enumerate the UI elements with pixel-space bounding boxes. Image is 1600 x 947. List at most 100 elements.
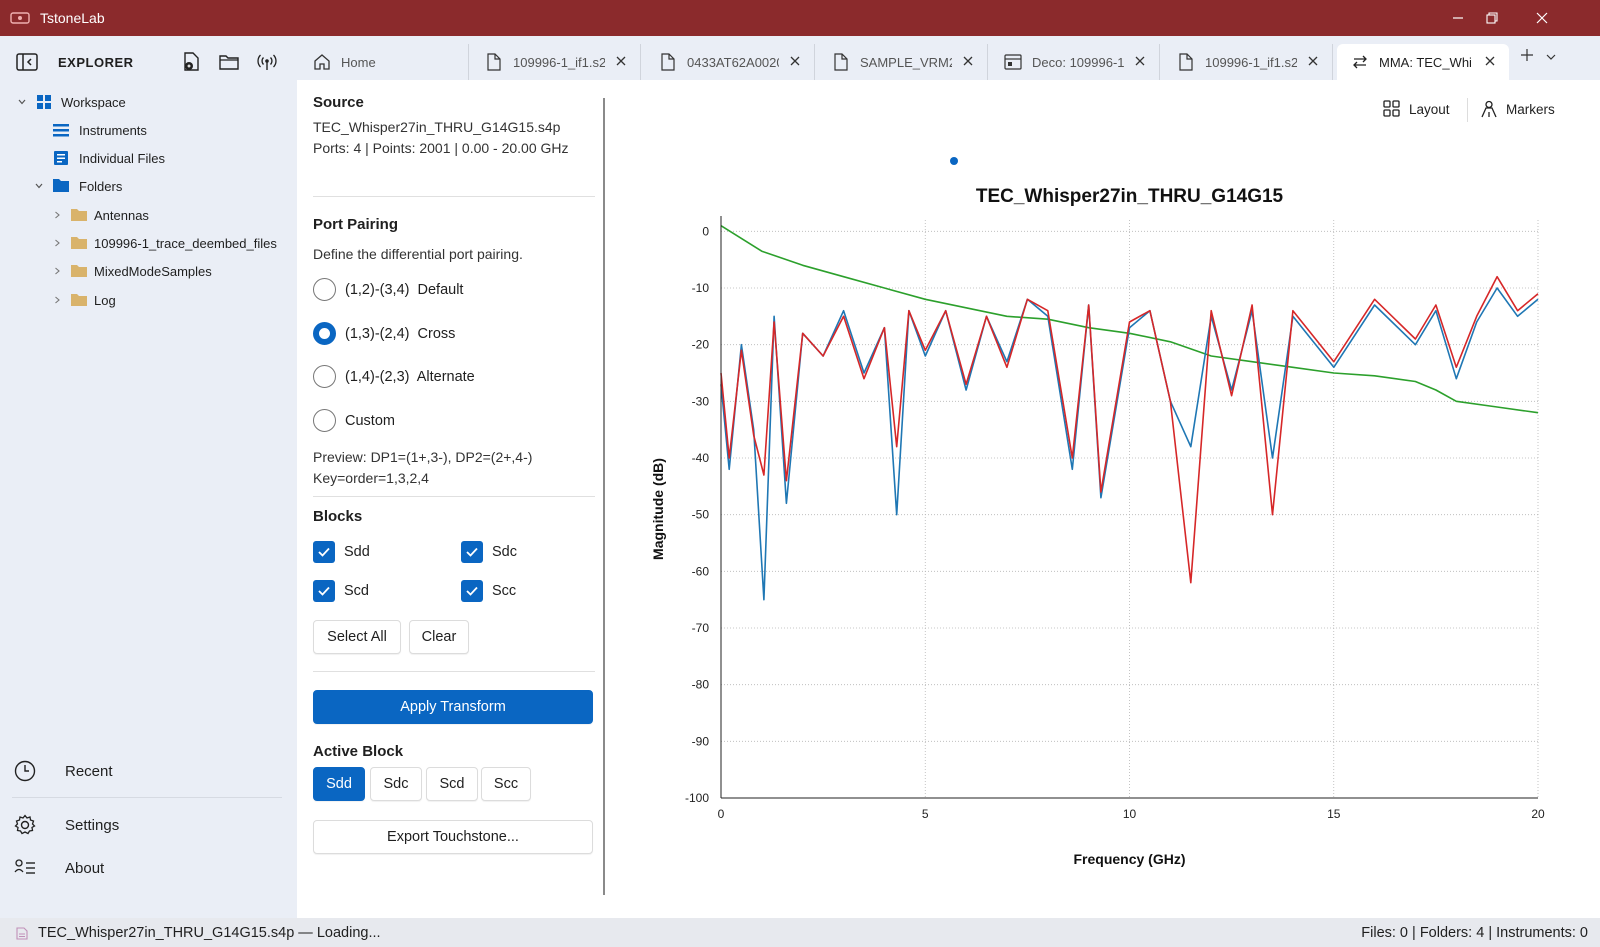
main-content: Source TEC_Whisper27in_THRU_G14G15.s4p P… xyxy=(297,80,1600,918)
y-tick-label: -60 xyxy=(692,564,710,578)
tab-mma[interactable]: MMA: TEC_Whi xyxy=(1337,44,1509,80)
status-counts: Files: 0 | Folders: 4 | Instruments: 0 xyxy=(1361,924,1588,941)
close-tab-icon[interactable] xyxy=(959,52,977,70)
close-tab-icon[interactable] xyxy=(612,52,630,70)
new-tab-plus-icon[interactable] xyxy=(1520,48,1536,64)
list-icon xyxy=(53,122,69,138)
radio-circle[interactable] xyxy=(313,365,336,388)
preview-line-1: Preview: DP1=(1+,3-), DP2=(2+,4-) xyxy=(313,449,533,465)
y-tick-label: -100 xyxy=(685,791,709,805)
folder-icon xyxy=(71,208,87,224)
instrument-signal-icon[interactable] xyxy=(254,49,280,75)
tree-item-individual-files[interactable]: Individual Files xyxy=(0,145,297,171)
tree-item-mixedmodesamples[interactable]: MixedModeSamples xyxy=(0,258,297,284)
radio-custom[interactable]: Custom xyxy=(313,409,395,432)
active-block-sdd[interactable]: Sdd xyxy=(313,767,365,801)
checkbox-label: Sdd xyxy=(344,544,370,560)
divider xyxy=(313,671,595,672)
clear-button[interactable]: Clear xyxy=(409,620,469,654)
tree-item-folders[interactable]: Folders xyxy=(0,173,297,199)
checkbox-label: Scd xyxy=(344,583,369,599)
checkmark-icon[interactable] xyxy=(461,541,483,563)
radio-cross[interactable]: (1,3)-(2,4) Cross xyxy=(313,322,455,345)
radio-default[interactable]: (1,2)-(3,4) Default xyxy=(313,278,463,301)
tab-file-1[interactable]: 109996-1_if1.s2p xyxy=(471,44,641,80)
chevron-down-icon[interactable] xyxy=(17,97,27,107)
minimize-icon[interactable] xyxy=(1434,0,1482,36)
layout-label: Layout xyxy=(1409,101,1450,117)
close-tab-icon[interactable] xyxy=(1481,52,1499,70)
open-file-icon[interactable] xyxy=(178,49,204,75)
layout-button[interactable]: Layout xyxy=(1383,94,1450,124)
chevron-right-icon[interactable] xyxy=(52,238,62,248)
close-tab-icon[interactable] xyxy=(1304,52,1322,70)
checkbox-sdc[interactable]: Sdc xyxy=(461,541,517,563)
tab-file-2[interactable]: 0433AT62A0020 xyxy=(645,44,815,80)
markers-button[interactable]: Markers xyxy=(1480,94,1555,124)
restore-icon[interactable] xyxy=(1468,0,1516,36)
status-loading-text: TEC_Whisper27in_THRU_G14G15.s4p — Loadin… xyxy=(38,924,381,941)
radio-circle[interactable] xyxy=(313,278,336,301)
nav-recent[interactable]: Recent xyxy=(0,751,297,791)
markers-label: Markers xyxy=(1506,101,1555,117)
checkbox-sdd[interactable]: Sdd xyxy=(313,541,370,563)
chevron-right-icon[interactable] xyxy=(52,266,62,276)
apply-transform-button[interactable]: Apply Transform xyxy=(313,690,593,724)
close-tab-icon[interactable] xyxy=(1131,52,1149,70)
radio-circle[interactable] xyxy=(313,409,336,432)
active-block-heading: Active Block xyxy=(313,743,404,760)
nav-label: Recent xyxy=(65,762,113,780)
tab-list-chevron-icon[interactable] xyxy=(1545,50,1559,64)
port-pairing-heading: Port Pairing xyxy=(313,216,399,233)
tree-item-workspace[interactable]: Workspace xyxy=(0,89,297,115)
tree-item-antennas[interactable]: Antennas xyxy=(0,202,297,228)
y-tick-label: -80 xyxy=(692,678,710,692)
tab-file-3[interactable]: SAMPLE_VRM2. xyxy=(818,44,988,80)
tab-label: Deco: 109996-1_ xyxy=(1032,54,1124,70)
open-folder-icon[interactable] xyxy=(216,49,242,75)
x-axis-label: Frequency (GHz) xyxy=(1073,851,1185,867)
radio-label: (1,3)-(2,4) Cross xyxy=(345,325,456,342)
checkbox-scc[interactable]: Scc xyxy=(461,580,516,602)
document-icon xyxy=(1177,53,1195,71)
swap-arrows-icon xyxy=(1351,53,1369,71)
radio-alternate[interactable]: (1,4)-(2,3) Alternate xyxy=(313,365,475,388)
deco-window-icon xyxy=(1004,53,1022,71)
tab-bar: Home 109996-1_if1.s2p 0433AT62A0020 SAMP… xyxy=(297,36,1600,80)
tab-file-4[interactable]: 109996-1_if1.s2p xyxy=(1163,44,1333,80)
tree-item-trace-deembed[interactable]: 109996-1_trace_deembed_files xyxy=(0,230,297,256)
panel-splitter[interactable] xyxy=(603,98,605,895)
checkbox-scd[interactable]: Scd xyxy=(313,580,369,602)
x-tick-label: 0 xyxy=(718,807,725,821)
nav-about[interactable]: About xyxy=(0,848,297,888)
chevron-right-icon[interactable] xyxy=(52,210,62,220)
explorer-header: EXPLORER xyxy=(0,36,297,88)
active-block-scc[interactable]: Scc xyxy=(481,767,531,801)
toggle-sidebar-icon[interactable] xyxy=(14,49,40,75)
select-all-button[interactable]: Select All xyxy=(313,620,401,654)
checkmark-icon[interactable] xyxy=(313,580,335,602)
tab-deco[interactable]: Deco: 109996-1_ xyxy=(990,44,1160,80)
chevron-down-icon[interactable] xyxy=(34,181,44,191)
chart-area: Layout Markers TEC_Whisper27in_THRU_G14G… xyxy=(605,80,1600,918)
active-block-sdc[interactable]: Sdc xyxy=(370,767,422,801)
export-touchstone-button[interactable]: Export Touchstone... xyxy=(313,820,593,854)
loading-indicator-dot xyxy=(950,157,958,165)
app-title: TstoneLab xyxy=(40,10,105,26)
tree-label: Antennas xyxy=(94,207,149,223)
active-block-scd[interactable]: Scd xyxy=(426,767,478,801)
checkmark-icon[interactable] xyxy=(313,541,335,563)
radio-circle-selected[interactable] xyxy=(313,322,336,345)
tab-home[interactable]: Home xyxy=(299,44,469,80)
tree-item-instruments[interactable]: Instruments xyxy=(0,117,297,143)
files-icon xyxy=(53,150,69,166)
checkbox-label: Scc xyxy=(492,583,517,599)
port-pairing-description: Define the differential port pairing. xyxy=(313,246,523,262)
chevron-right-icon[interactable] xyxy=(52,295,62,305)
close-window-icon[interactable] xyxy=(1518,0,1566,36)
tree-item-log[interactable]: Log xyxy=(0,287,297,313)
nav-settings[interactable]: Settings xyxy=(0,805,297,845)
close-tab-icon[interactable] xyxy=(786,52,804,70)
tree-label: Instruments xyxy=(79,122,147,138)
checkmark-icon[interactable] xyxy=(461,580,483,602)
